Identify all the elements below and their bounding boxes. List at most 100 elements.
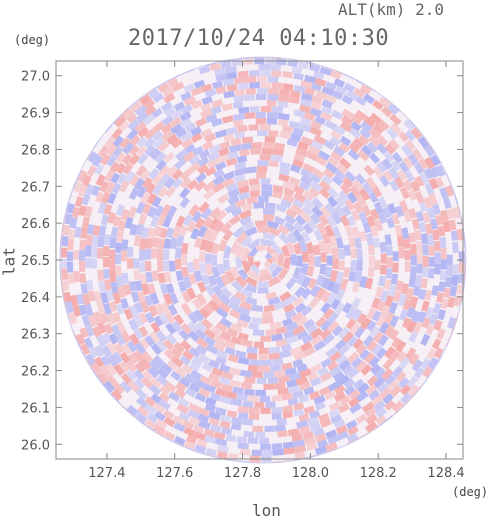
echo-cell xyxy=(184,143,196,154)
echo-cell xyxy=(278,375,290,383)
echo-cell xyxy=(232,101,244,109)
echo-cell xyxy=(282,125,294,134)
echo-cell xyxy=(359,127,372,139)
echo-cell xyxy=(173,314,185,326)
echo-cell xyxy=(277,100,289,108)
echo-cell xyxy=(193,378,206,389)
echo-cell xyxy=(156,367,169,379)
echo-cell xyxy=(414,175,425,188)
echo-cell xyxy=(239,369,252,378)
echo-cell xyxy=(292,296,305,308)
echo-cell xyxy=(267,220,280,229)
echo-cell xyxy=(139,238,147,250)
echo-cell xyxy=(334,384,346,395)
echo-cell xyxy=(266,100,277,107)
echo-cell xyxy=(427,234,435,246)
echo-cell xyxy=(260,70,272,77)
echo-cell xyxy=(276,418,287,426)
echo-cell xyxy=(136,111,149,124)
echo-cell xyxy=(66,251,74,262)
echo-cell xyxy=(170,123,183,135)
echo-cell xyxy=(299,368,312,378)
echo-cell xyxy=(158,392,170,403)
echo-cell xyxy=(119,351,131,364)
echo-cell xyxy=(94,345,105,358)
echo-cell xyxy=(194,444,207,454)
echo-cell xyxy=(418,201,428,213)
echo-cell xyxy=(368,389,380,401)
echo-cell xyxy=(159,227,168,239)
echo-cell xyxy=(384,295,394,308)
echo-cell xyxy=(362,334,374,347)
echo-cell xyxy=(150,343,163,356)
echo-cell xyxy=(172,415,185,425)
echo-cell xyxy=(119,180,130,193)
echo-cell xyxy=(238,412,249,420)
echo-cell xyxy=(381,368,394,381)
echo-cell xyxy=(366,307,377,320)
echo-cell xyxy=(160,362,173,375)
echo-cell xyxy=(413,162,425,175)
echo-cell xyxy=(440,298,449,310)
echo-cell xyxy=(238,313,251,323)
echo-cell xyxy=(319,328,332,340)
echo-cell xyxy=(220,221,232,234)
echo-cell xyxy=(324,224,335,238)
y-tick-label: 26.2 xyxy=(21,365,50,380)
echo-cell xyxy=(179,168,192,181)
echo-cell xyxy=(78,304,87,316)
echo-cell xyxy=(264,136,276,143)
echo-cell xyxy=(153,355,165,367)
echo-cell xyxy=(302,251,309,263)
echo-cell xyxy=(106,374,118,387)
echo-cell xyxy=(458,262,465,274)
echo-cell xyxy=(178,411,191,422)
echo-cell xyxy=(241,339,253,348)
echo-cell xyxy=(334,391,347,402)
echo-cell xyxy=(314,77,327,87)
echo-cell xyxy=(306,323,319,335)
echo-cell xyxy=(329,366,342,378)
echo-cell xyxy=(234,275,247,288)
echo-cell xyxy=(182,214,193,227)
echo-cell xyxy=(423,196,433,209)
echo-cell xyxy=(181,266,189,278)
echo-cell xyxy=(115,204,125,217)
echo-cell xyxy=(79,327,89,339)
echo-cell xyxy=(175,270,184,282)
echo-cell xyxy=(148,168,160,180)
echo-cell xyxy=(321,277,331,290)
echo-cell xyxy=(204,166,217,177)
echo-cell xyxy=(348,397,360,408)
echo-cell xyxy=(71,206,81,218)
echo-cell xyxy=(264,425,275,432)
echo-cell xyxy=(298,394,310,404)
echo-cell xyxy=(353,378,365,390)
echo-cell xyxy=(241,418,254,426)
echo-cell xyxy=(92,154,103,167)
echo-cell xyxy=(295,315,309,328)
echo-cell xyxy=(260,359,272,366)
echo-cell xyxy=(264,202,277,210)
echo-cell xyxy=(296,330,309,341)
echo-cell xyxy=(404,170,415,183)
echo-cell xyxy=(144,261,152,272)
echo-cell xyxy=(272,148,285,156)
echo-cell xyxy=(194,236,203,248)
echo-cell xyxy=(99,365,111,378)
echo-cell xyxy=(378,275,386,287)
echo-cell xyxy=(134,342,146,355)
echo-cell xyxy=(310,180,323,192)
echo-cell xyxy=(205,344,218,355)
echo-cell xyxy=(301,276,312,289)
echo-cell xyxy=(290,346,303,356)
echo-cell xyxy=(350,259,357,272)
echo-cell xyxy=(149,148,162,160)
echo-cell xyxy=(324,120,337,131)
echo-cell xyxy=(115,151,127,164)
echo-cell xyxy=(284,309,297,320)
echo-cell xyxy=(203,383,217,394)
echo-cell xyxy=(366,215,376,228)
echo-cell xyxy=(184,387,197,398)
echo-cell xyxy=(203,428,215,438)
